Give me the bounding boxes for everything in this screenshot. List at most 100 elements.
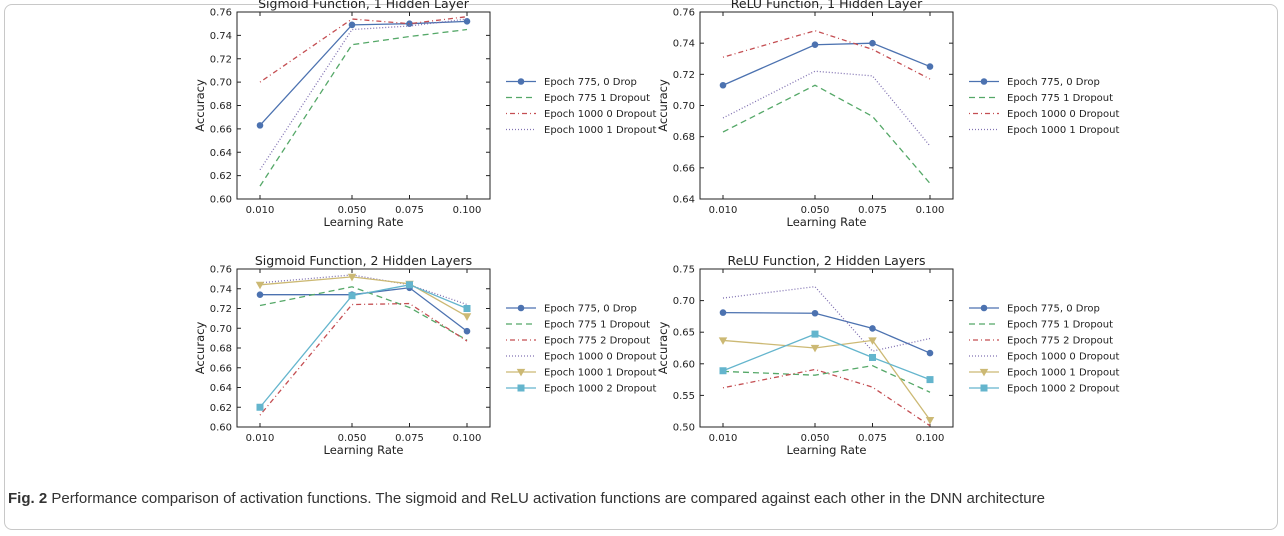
y-tick-label: 0.60 xyxy=(673,359,695,370)
series xyxy=(719,309,934,357)
y-tick-label: 0.64 xyxy=(210,383,232,394)
data-point xyxy=(811,330,819,338)
data-point xyxy=(926,63,934,70)
data-point xyxy=(406,281,413,289)
chart-title: Sigmoid Function, 1 Hidden Layer xyxy=(258,0,470,11)
y-tick-label: 0.76 xyxy=(210,8,232,19)
series-line xyxy=(259,276,468,317)
series xyxy=(259,286,468,341)
data-point xyxy=(925,416,935,425)
x-tick-label: 0.100 xyxy=(916,205,945,216)
series xyxy=(722,70,931,147)
plot-frame xyxy=(236,11,491,200)
y-tick-label: 0.65 xyxy=(673,328,695,339)
legend-label: Epoch 1000 0 Dropout xyxy=(1007,109,1119,120)
chart-title: Sigmoid Function, 2 Hidden Layers xyxy=(255,253,472,268)
data-point xyxy=(719,309,727,316)
series xyxy=(722,286,931,352)
y-axis-label: Accuracy xyxy=(656,79,670,132)
data-point xyxy=(926,376,934,384)
series xyxy=(719,39,934,89)
legend-label: Epoch 1000 2 Dropout xyxy=(1007,384,1119,395)
plot-frame xyxy=(699,11,954,200)
data-point xyxy=(811,309,819,317)
y-tick-label: 0.55 xyxy=(673,391,695,402)
x-tick-label: 0.075 xyxy=(395,205,424,216)
y-axis-label: Accuracy xyxy=(193,322,207,375)
legend-label: Epoch 775 1 Dropout xyxy=(1007,93,1113,104)
data-point xyxy=(256,122,264,129)
data-point xyxy=(811,41,819,49)
figure-charts: Sigmoid Function, 1 Hidden Layer 0.60 0.62… xyxy=(193,0,1119,457)
y-tick-label: 0.68 xyxy=(210,101,232,112)
data-point xyxy=(719,367,727,375)
series-line xyxy=(259,28,468,187)
series-line xyxy=(722,70,931,147)
data-point xyxy=(462,313,472,321)
x-tick-label: 0.010 xyxy=(246,433,275,444)
y-tick-label: 0.60 xyxy=(210,423,232,434)
data-point xyxy=(869,353,876,361)
legend-label: Epoch 775 1 Dropout xyxy=(1007,320,1113,331)
y-tick-label: 0.72 xyxy=(210,54,232,65)
x-axis-label: Learning Rate xyxy=(324,443,404,457)
data-point xyxy=(718,337,728,345)
data-point xyxy=(926,349,934,357)
y-tick-label: 0.64 xyxy=(673,195,695,206)
series-line xyxy=(722,311,931,354)
figure-caption: Fig. 2 Performance comparison of activat… xyxy=(8,488,1268,510)
legend-label: Epoch 775, 0 Drop xyxy=(1007,77,1100,88)
data-point xyxy=(256,291,264,298)
data-point xyxy=(810,344,820,353)
series xyxy=(719,330,934,384)
series-line xyxy=(259,284,468,408)
series-line xyxy=(722,333,931,381)
data-point xyxy=(869,325,876,332)
y-tick-label: 0.72 xyxy=(210,304,232,315)
x-tick-label: 0.010 xyxy=(709,433,738,444)
plot-frame xyxy=(236,268,491,428)
y-tick-label: 0.75 xyxy=(673,265,695,276)
series xyxy=(259,302,468,416)
y-tick-label: 0.64 xyxy=(210,148,232,159)
data-point xyxy=(463,305,471,312)
legend-label: Epoch 1000 0 Dropout xyxy=(1007,352,1119,363)
chart-panel: ReLU Function, 1 Hidden Layer 0.64 0.66 0.6… xyxy=(656,0,1119,229)
data-point xyxy=(868,337,877,345)
y-tick-label: 0.70 xyxy=(210,324,232,335)
data-point xyxy=(463,18,471,25)
y-tick-label: 0.60 xyxy=(210,195,232,206)
chart-panel: ReLU Function, 2 Hidden Layers 0.50 0.55 0.… xyxy=(656,253,1119,457)
y-tick-label: 0.50 xyxy=(673,423,695,434)
series-line xyxy=(259,302,468,416)
legend-label: Epoch 1000 0 Dropout xyxy=(544,352,656,363)
figure-label: Fig. 2 xyxy=(8,490,48,507)
y-tick-label: 0.62 xyxy=(210,171,232,182)
y-tick-label: 0.66 xyxy=(210,363,232,374)
series xyxy=(718,337,935,425)
x-axis-label: Learning Rate xyxy=(787,215,867,229)
data-point xyxy=(348,21,356,29)
data-point xyxy=(255,281,265,290)
y-tick-label: 0.74 xyxy=(673,39,695,50)
y-tick-label: 0.66 xyxy=(673,163,695,174)
x-tick-label: 0.010 xyxy=(709,205,738,216)
series-line xyxy=(259,16,468,83)
legend-label: Epoch 775, 0 Drop xyxy=(1007,304,1100,315)
legend-label: Epoch 775, 0 Drop xyxy=(544,304,637,315)
y-tick-label: 0.66 xyxy=(210,124,232,135)
x-tick-label: 0.050 xyxy=(801,433,830,444)
series-line xyxy=(722,368,931,427)
y-tick-label: 0.74 xyxy=(210,31,232,42)
y-tick-label: 0.76 xyxy=(673,8,695,19)
series xyxy=(722,30,931,80)
series-line xyxy=(722,339,931,421)
legend-label: Epoch 775, 0 Drop xyxy=(544,77,637,88)
series-line xyxy=(722,365,931,393)
x-axis-label: Learning Rate xyxy=(787,443,867,457)
y-tick-label: 0.76 xyxy=(210,265,232,276)
y-tick-label: 0.74 xyxy=(210,284,232,295)
legend-label: Epoch 775 2 Dropout xyxy=(1007,336,1113,347)
series-line xyxy=(260,287,468,332)
series-line xyxy=(722,286,931,352)
